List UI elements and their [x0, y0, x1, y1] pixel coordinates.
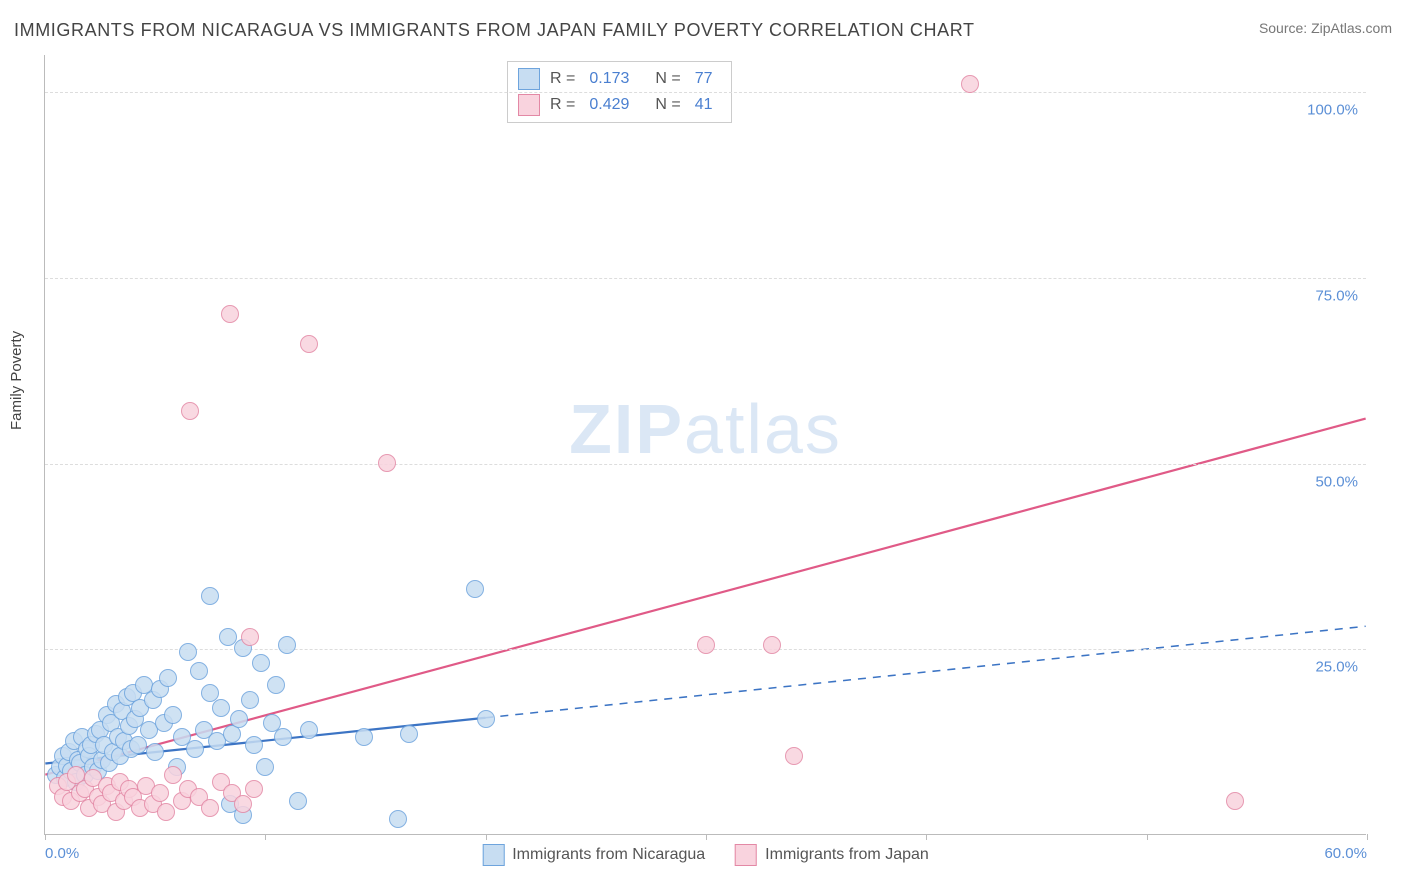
scatter-point — [164, 706, 182, 724]
scatter-point — [201, 587, 219, 605]
r-label: R = — [550, 70, 575, 88]
r-value: 0.429 — [589, 96, 629, 114]
scatter-point — [961, 75, 979, 93]
scatter-point — [300, 335, 318, 353]
scatter-point — [179, 643, 197, 661]
scatter-point — [146, 743, 164, 761]
y-tick-label: 25.0% — [1315, 659, 1358, 676]
scatter-point — [221, 305, 239, 323]
legend-label: Immigrants from Japan — [765, 846, 929, 864]
watermark-light: atlas — [684, 390, 842, 468]
scatter-point — [300, 721, 318, 739]
n-value: 41 — [695, 96, 713, 114]
watermark-bold: ZIP — [569, 390, 684, 468]
x-tick — [1367, 834, 1368, 840]
scatter-point — [278, 636, 296, 654]
x-tick-label: 60.0% — [1324, 845, 1367, 862]
y-tick-label: 50.0% — [1315, 473, 1358, 490]
scatter-point — [245, 736, 263, 754]
scatter-point — [157, 803, 175, 821]
scatter-point — [763, 636, 781, 654]
source-attribution: Source: ZipAtlas.com — [1259, 20, 1392, 36]
x-tick — [265, 834, 266, 840]
x-tick — [486, 834, 487, 840]
legend-item: Immigrants from Japan — [735, 844, 929, 866]
scatter-point — [1226, 792, 1244, 810]
scatter-point — [477, 710, 495, 728]
scatter-point — [256, 758, 274, 776]
x-tick — [706, 834, 707, 840]
legend-item: Immigrants from Nicaragua — [482, 844, 705, 866]
chart-title: IMMIGRANTS FROM NICARAGUA VS IMMIGRANTS … — [14, 20, 975, 41]
scatter-point — [355, 728, 373, 746]
y-axis-label: Family Poverty — [8, 331, 25, 430]
legend-swatch — [518, 94, 540, 116]
watermark: ZIPatlas — [569, 389, 842, 469]
scatter-plot-area: ZIPatlas R =0.173N =77R =0.429N =41 Immi… — [44, 55, 1366, 835]
n-label: N = — [655, 96, 680, 114]
scatter-point — [245, 780, 263, 798]
x-tick — [45, 834, 46, 840]
legend-swatch — [735, 844, 757, 866]
gridline — [45, 464, 1366, 465]
scatter-point — [201, 799, 219, 817]
scatter-point — [151, 784, 169, 802]
scatter-point — [785, 747, 803, 765]
scatter-point — [181, 402, 199, 420]
scatter-point — [241, 691, 259, 709]
scatter-point — [289, 792, 307, 810]
gridline — [45, 92, 1366, 93]
series-legend: Immigrants from Nicaragua Immigrants from… — [482, 844, 929, 866]
scatter-point — [212, 699, 230, 717]
scatter-point — [378, 454, 396, 472]
scatter-point — [274, 728, 292, 746]
scatter-point — [129, 736, 147, 754]
legend-row: R = 0.173 N = 77 — [518, 66, 717, 92]
scatter-point — [400, 725, 418, 743]
scatter-point — [230, 710, 248, 728]
gridline — [45, 278, 1366, 279]
scatter-point — [389, 810, 407, 828]
legend-label: Immigrants from Nicaragua — [512, 846, 705, 864]
scatter-point — [234, 795, 252, 813]
scatter-point — [186, 740, 204, 758]
legend-swatch — [518, 68, 540, 90]
scatter-point — [252, 654, 270, 672]
scatter-point — [697, 636, 715, 654]
scatter-point — [159, 669, 177, 687]
trend-line-dashed — [485, 626, 1365, 718]
x-tick-label: 0.0% — [45, 845, 79, 862]
r-label: R = — [550, 96, 575, 114]
legend-row: R = 0.429 N = 41 — [518, 92, 717, 118]
scatter-point — [267, 676, 285, 694]
n-label: N = — [655, 70, 680, 88]
x-tick — [926, 834, 927, 840]
scatter-point — [241, 628, 259, 646]
x-tick — [1147, 834, 1148, 840]
scatter-point — [164, 766, 182, 784]
scatter-point — [190, 662, 208, 680]
y-tick-label: 100.0% — [1307, 102, 1358, 119]
r-value: 0.173 — [589, 70, 629, 88]
legend-swatch — [482, 844, 504, 866]
y-tick-label: 75.0% — [1315, 287, 1358, 304]
scatter-point — [466, 580, 484, 598]
n-value: 77 — [695, 70, 713, 88]
